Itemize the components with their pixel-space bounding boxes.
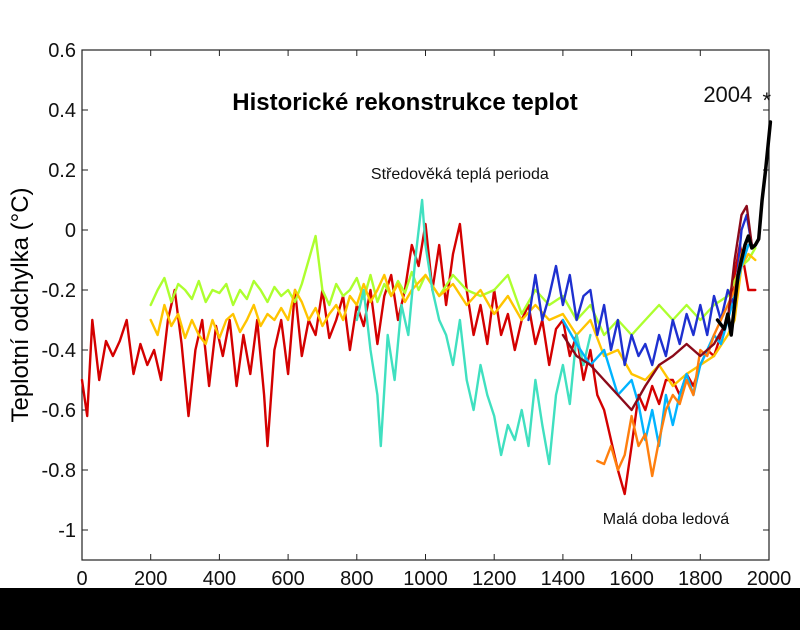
x-tick-label: 1800 bbox=[678, 568, 723, 590]
x-tick-label: 0 bbox=[76, 568, 87, 590]
series-line-6 bbox=[596, 234, 750, 478]
series-line-0 bbox=[80, 222, 757, 496]
star-marker-icon: * bbox=[763, 88, 772, 113]
y-tick-label: -0.8 bbox=[42, 460, 76, 482]
series-group bbox=[80, 120, 773, 496]
series-line-2 bbox=[149, 252, 757, 388]
annotation-little-ice-age: Malá doba ledová bbox=[603, 511, 729, 528]
y-tick-label: -0.2 bbox=[42, 280, 76, 302]
x-tick-label: 1000 bbox=[403, 568, 448, 590]
series-line-4 bbox=[561, 243, 750, 448]
series-line-5 bbox=[527, 213, 753, 367]
x-tick-label: 200 bbox=[134, 568, 167, 590]
y-tick-label: 0.4 bbox=[48, 100, 76, 122]
series-line-3 bbox=[355, 198, 592, 466]
bottom-black-band bbox=[0, 588, 800, 630]
y-tick-label: 0.6 bbox=[48, 40, 76, 62]
y-tick-label: -0.4 bbox=[42, 340, 76, 362]
y-axis-label: Teplotní odchylka (°C) bbox=[7, 187, 34, 422]
y-tick-label: 0 bbox=[65, 220, 76, 242]
series-line-1 bbox=[149, 234, 757, 337]
chart-title: Historické rekonstrukce teplot bbox=[232, 89, 577, 116]
x-tick-label: 1200 bbox=[472, 568, 517, 590]
series-line-8 bbox=[715, 120, 773, 337]
x-tick-label: 1600 bbox=[609, 568, 654, 590]
x-tick-label: 600 bbox=[271, 568, 304, 590]
x-tick-label: 1400 bbox=[541, 568, 586, 590]
y-tick-label: -1 bbox=[58, 520, 76, 542]
x-axis: 0 200 400 600 800 1000 1200 1400 1600 1800 2000 bbox=[76, 50, 791, 590]
x-tick-label: 2000 bbox=[747, 568, 792, 590]
series-line-7 bbox=[561, 204, 753, 412]
annotation-year-2004: 2004 bbox=[703, 82, 752, 107]
annotation-medieval-warm-period: Středověká teplá perioda bbox=[371, 166, 549, 183]
y-tick-label: 0.2 bbox=[48, 160, 76, 182]
x-tick-label: 400 bbox=[203, 568, 236, 590]
y-axis: 0.6 0.4 0.2 0 -0.2 -0.4 -0.6 -0.8 -1 bbox=[42, 40, 769, 542]
y-tick-label: -0.6 bbox=[42, 400, 76, 422]
plot-area bbox=[81, 49, 770, 561]
x-tick-label: 800 bbox=[340, 568, 373, 590]
